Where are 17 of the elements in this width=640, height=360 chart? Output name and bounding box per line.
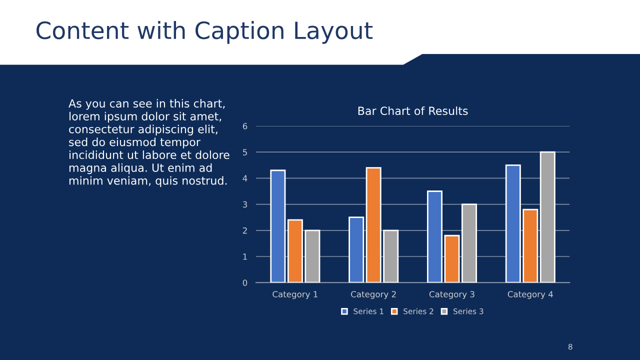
bar [540,151,556,283]
y-tick-label: 5 [243,149,247,156]
x-tick-label: Category 2 [351,291,396,299]
y-tick-label: 0 [242,280,248,286]
chart-subtitle: Bar Chart of Results [358,106,468,116]
x-tick-label: Category 3 [429,291,474,299]
y-tick-label: 3 [243,201,247,208]
chart-title: Content with Caption Layout [36,20,373,44]
bar [348,216,364,283]
x-tick-label: Category 1 [272,291,318,299]
y-tick-label: 6 [242,122,248,130]
x-tick-label: Category 4 [508,291,553,299]
y-tick-label: 2 [242,227,247,234]
y-tick-label: 1 [243,254,247,260]
bar [270,170,286,283]
text: As you can see in this chart, lorem ipsum dolor sit amet, consectetur adipiscing elit, sed do eiusmod tempor incididunt ut labore et dolore magna aliqua. Ut enim ad minim veniam, quis nostrud. [68,99,230,187]
y-tick-label: 4 [242,175,248,182]
